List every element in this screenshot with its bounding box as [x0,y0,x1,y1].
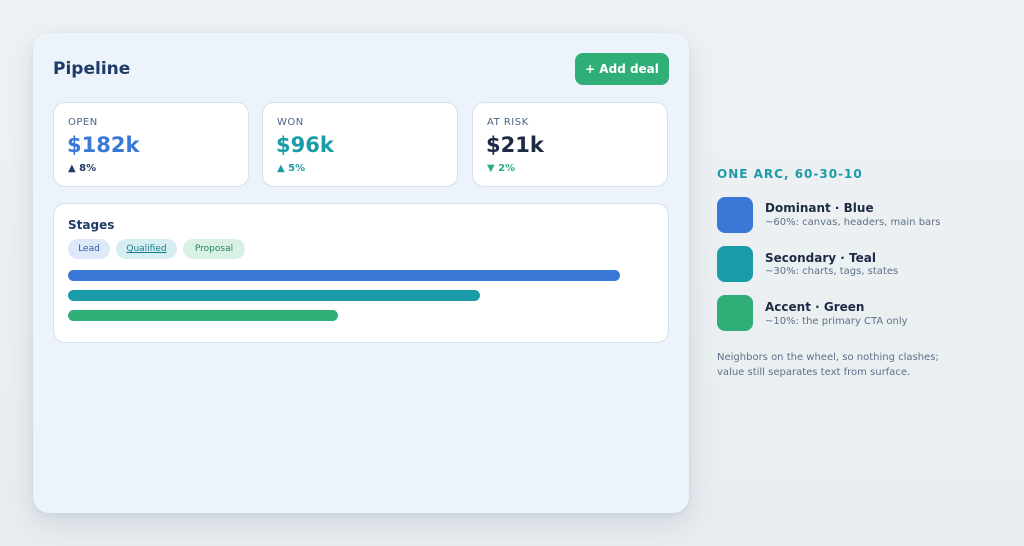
kpi-delta: ▲ 8% [68,163,97,174]
stage-bar-lead [68,270,620,281]
kpi-card-at-risk: AT RISK $21k ▼ 2% [472,102,668,187]
chip-qualified[interactable]: Qualified [116,239,177,259]
kpi-card-open: OPEN $182k ▲ 8% [53,102,249,187]
swatch-teal [717,246,753,282]
kpi-delta: ▲ 5% [277,163,306,174]
kpi-label: OPEN [68,117,98,128]
legend-desc-green: ~10%: the primary CTA only [765,316,908,327]
stage-bar-qualified [68,290,480,301]
kpi-delta: ▼ 2% [487,163,516,174]
stage-bar-proposal [68,310,338,321]
legend-title-teal: Secondary · Teal [765,251,876,265]
palette-heading: ONE ARC, 60-30-10 [717,167,863,181]
chip-lead[interactable]: Lead [68,239,110,259]
legend-title-blue: Dominant · Blue [765,201,874,215]
kpi-label: AT RISK [487,117,529,128]
page-title: Pipeline [53,59,131,79]
chip-proposal[interactable]: Proposal [183,239,245,259]
stages-title: Stages [68,218,115,232]
legend-desc-teal: ~30%: charts, tags, states [765,266,899,277]
stages-panel: Stages Lead Qualified Proposal [53,203,669,343]
kpi-value: $21k [486,133,544,157]
add-deal-button[interactable]: + Add deal [575,53,669,85]
legend-desc-blue: ~60%: canvas, headers, main bars [765,217,941,228]
pipeline-card: Pipeline + Add deal OPEN $182k ▲ 8% WON … [33,33,689,513]
palette-note: Neighbors on the wheel, so nothing clash… [717,352,939,378]
kpi-card-won: WON $96k ▲ 5% [262,102,458,187]
legend-title-green: Accent · Green [765,300,865,314]
kpi-value: $96k [276,133,334,157]
kpi-value: $182k [67,133,140,157]
swatch-green [717,295,753,331]
kpi-label: WON [277,117,304,128]
swatch-blue [717,197,753,233]
